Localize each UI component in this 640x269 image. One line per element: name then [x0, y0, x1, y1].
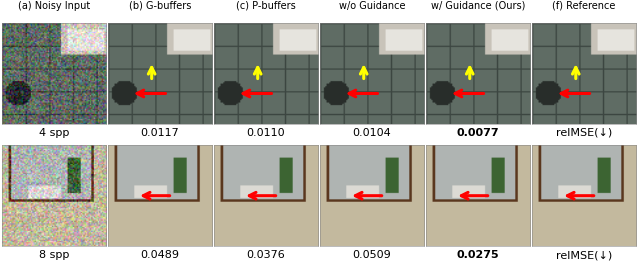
Text: 0.0077: 0.0077: [457, 128, 499, 138]
Text: (a) Noisy Input: (a) Noisy Input: [18, 1, 90, 11]
Text: 0.0117: 0.0117: [141, 128, 179, 138]
Text: 0.0376: 0.0376: [246, 250, 285, 260]
Text: relMSE(↓): relMSE(↓): [556, 128, 612, 138]
Text: relMSE(↓): relMSE(↓): [556, 250, 612, 260]
Text: (d) Both buffers
w/o Guidance: (d) Both buffers w/o Guidance: [333, 0, 411, 11]
Text: 8 spp: 8 spp: [39, 250, 69, 260]
Text: 0.0509: 0.0509: [353, 250, 392, 260]
Text: (e) Both buffers
w/ Guidance (Ours): (e) Both buffers w/ Guidance (Ours): [431, 0, 525, 11]
Text: 4 spp: 4 spp: [39, 128, 69, 138]
Text: 0.0489: 0.0489: [141, 250, 179, 260]
Text: 0.0104: 0.0104: [353, 128, 392, 138]
Text: (c) P-buffers: (c) P-buffers: [236, 1, 296, 11]
Text: (f) Reference: (f) Reference: [552, 1, 616, 11]
Text: 0.0110: 0.0110: [246, 128, 285, 138]
Text: (b) G-buffers: (b) G-buffers: [129, 1, 191, 11]
Text: 0.0275: 0.0275: [457, 250, 499, 260]
